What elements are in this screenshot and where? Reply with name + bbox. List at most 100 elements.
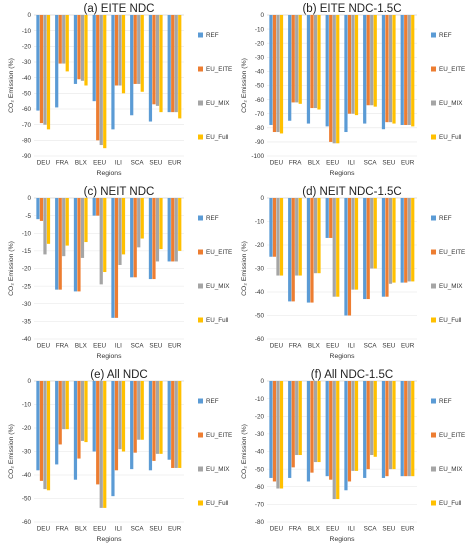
y-tick-label: -20 — [22, 425, 32, 432]
legend-swatch — [431, 466, 436, 472]
bar-eu-eite — [133, 15, 137, 84]
y-tick-label: -20 — [255, 242, 265, 249]
bar-eu-full — [411, 15, 415, 127]
y-axis-label: CO₂ Emission (%) — [241, 58, 248, 113]
bar-eu-full — [121, 15, 126, 94]
y-tick-label: -60 — [255, 97, 265, 104]
y-tick-label: -50 — [22, 496, 32, 503]
y-tick-label: -100 — [251, 153, 264, 160]
bar-eu-full — [121, 381, 126, 452]
x-axis-label: Regions — [97, 170, 123, 177]
y-tick-label: -50 — [255, 466, 265, 473]
chart-title: (a) EITE NDC — [84, 3, 155, 15]
bar-ref — [400, 381, 404, 477]
bar-eu-full — [336, 381, 340, 500]
x-tick-label: ILI — [348, 160, 355, 167]
bar-eu-mix — [137, 381, 141, 440]
bar-eu-full — [298, 198, 302, 276]
bar-eu-mix — [174, 381, 178, 468]
bar-ref — [269, 198, 273, 257]
bar-eu-full — [354, 15, 359, 116]
y-tick-label: -90 — [255, 139, 265, 146]
y-tick-label: -40 — [255, 69, 265, 76]
legend-swatch — [198, 283, 203, 289]
bar-eu-eite — [152, 381, 156, 461]
x-tick-label: FRA — [56, 526, 69, 533]
legend-swatch — [431, 215, 436, 221]
legend-swatch — [198, 66, 203, 72]
bar-eu-mix — [276, 15, 280, 133]
bar-eu-eite — [77, 15, 81, 80]
legend-swatch — [198, 249, 203, 255]
legend-label: EU_EITE — [439, 66, 465, 73]
bar-eu-mix — [295, 381, 299, 456]
legend-label: EU_MIX — [206, 466, 230, 473]
bar-ref — [288, 15, 292, 121]
bar-eu-mix — [80, 198, 85, 258]
y-tick-label: 0 — [260, 12, 264, 19]
legend-label: EU_Full — [439, 134, 461, 141]
x-tick-label: EUR — [168, 526, 182, 533]
y-tick-label: -35 — [22, 319, 32, 326]
bar-eu-mix — [276, 381, 280, 489]
bar-ref — [344, 381, 348, 491]
chart-title: (d) NEIT NDC-1.5C — [302, 186, 401, 198]
bar-eu-eite — [152, 198, 156, 280]
y-axis-label: CO₂ Emission (%) — [241, 241, 248, 296]
bar-eu-full — [140, 198, 144, 239]
chart-svg: (f) All NDC-1.5C 0 -10 -20 -30 -40 -50 -60 -70 -8… — [241, 369, 465, 543]
bar-ref — [92, 381, 96, 452]
x-tick-label: DEU — [37, 160, 51, 167]
bar-eu-full — [279, 381, 284, 489]
x-tick-label: FRA — [56, 160, 69, 167]
bar-ref — [73, 198, 78, 292]
bar-eu-eite — [39, 15, 44, 124]
bar-eu-mix — [62, 15, 66, 64]
y-tick-label: -15 — [22, 248, 32, 255]
bar-eu-full — [159, 198, 163, 250]
bar-ref — [130, 198, 134, 278]
bar-eu-mix — [351, 381, 355, 471]
legend-label: REF — [439, 32, 452, 39]
y-tick-label: -10 — [255, 26, 265, 33]
bar-eu-eite — [96, 15, 100, 141]
y-tick-label: -10 — [255, 396, 265, 403]
bar-eu-mix — [332, 15, 336, 144]
legend-label: EU_MIX — [439, 466, 463, 473]
x-tick-label: BLX — [308, 343, 321, 350]
x-tick-label: FRA — [289, 526, 302, 533]
x-axis-label: Regions — [97, 353, 123, 360]
y-tick-label: 0 — [260, 195, 264, 202]
bar-eu-eite — [329, 381, 333, 480]
y-tick-label: -25 — [22, 283, 32, 290]
bar-eu-eite — [366, 381, 370, 470]
x-tick-label: EUR — [168, 343, 182, 350]
bar-eu-eite — [404, 15, 408, 125]
chart-svg: (d) NEIT NDC-1.5C 0 -10 -20 -30 -40 -50 -60 CO₂ … — [241, 186, 465, 360]
bar-ref — [325, 198, 329, 238]
bar-ref — [167, 198, 171, 262]
bar-eu-eite — [385, 198, 389, 297]
bar-ref — [111, 381, 115, 497]
y-axis-label: CO₂ Emission (%) — [8, 424, 15, 479]
bar-eu-full — [392, 198, 396, 283]
y-tick-label: -60 — [255, 336, 265, 343]
y-tick-label: -10 — [22, 402, 32, 409]
x-tick-label: SCA — [364, 160, 378, 167]
legend-label: EU_Full — [439, 317, 461, 324]
bar-ref — [36, 381, 40, 471]
bar-eu-eite — [310, 198, 314, 303]
x-tick-label: SEU — [382, 160, 395, 167]
x-tick-label: SEU — [382, 343, 395, 350]
legend-label: REF — [206, 32, 219, 39]
bar-eu-mix — [313, 381, 318, 463]
y-tick-label: -50 — [255, 83, 265, 90]
bar-eu-eite — [404, 198, 408, 283]
bar-eu-eite — [291, 15, 295, 103]
bar-ref — [325, 15, 329, 127]
y-tick-label: -10 — [22, 28, 32, 35]
panel-f-all-ndc-1-5c: (f) All NDC-1.5C 0 -10 -20 -30 -40 -50 -60 -70 -8… — [233, 366, 465, 549]
x-tick-label: BLX — [308, 526, 321, 533]
y-tick-label: -10 — [255, 219, 265, 226]
x-tick-label: DEU — [270, 526, 284, 533]
